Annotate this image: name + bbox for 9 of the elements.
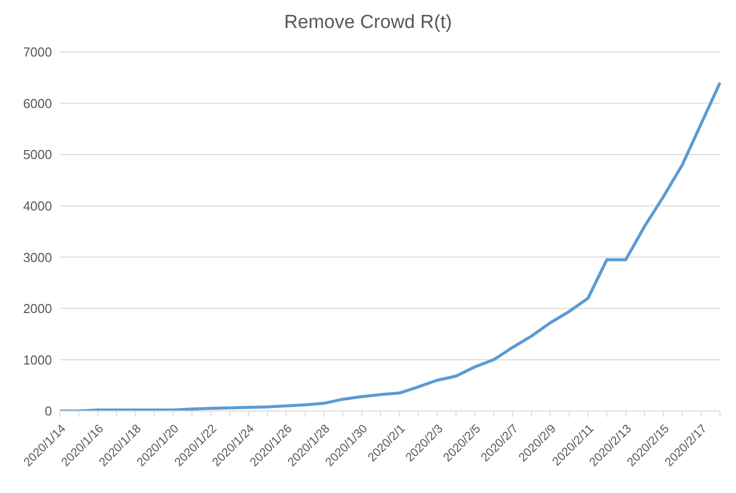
y-tick-label: 3000	[23, 250, 52, 265]
y-tick-label: 2000	[23, 301, 52, 316]
y-tick-label: 5000	[23, 147, 52, 162]
y-tick-label: 1000	[23, 352, 52, 368]
y-tick-label: 4000	[23, 198, 52, 214]
y-tick-label: 7000	[23, 44, 52, 60]
y-tick-label: 6000	[23, 96, 52, 111]
y-tick-label: 0	[44, 404, 52, 419]
chart-title: Remove Crowd R(t)	[283, 11, 453, 35]
